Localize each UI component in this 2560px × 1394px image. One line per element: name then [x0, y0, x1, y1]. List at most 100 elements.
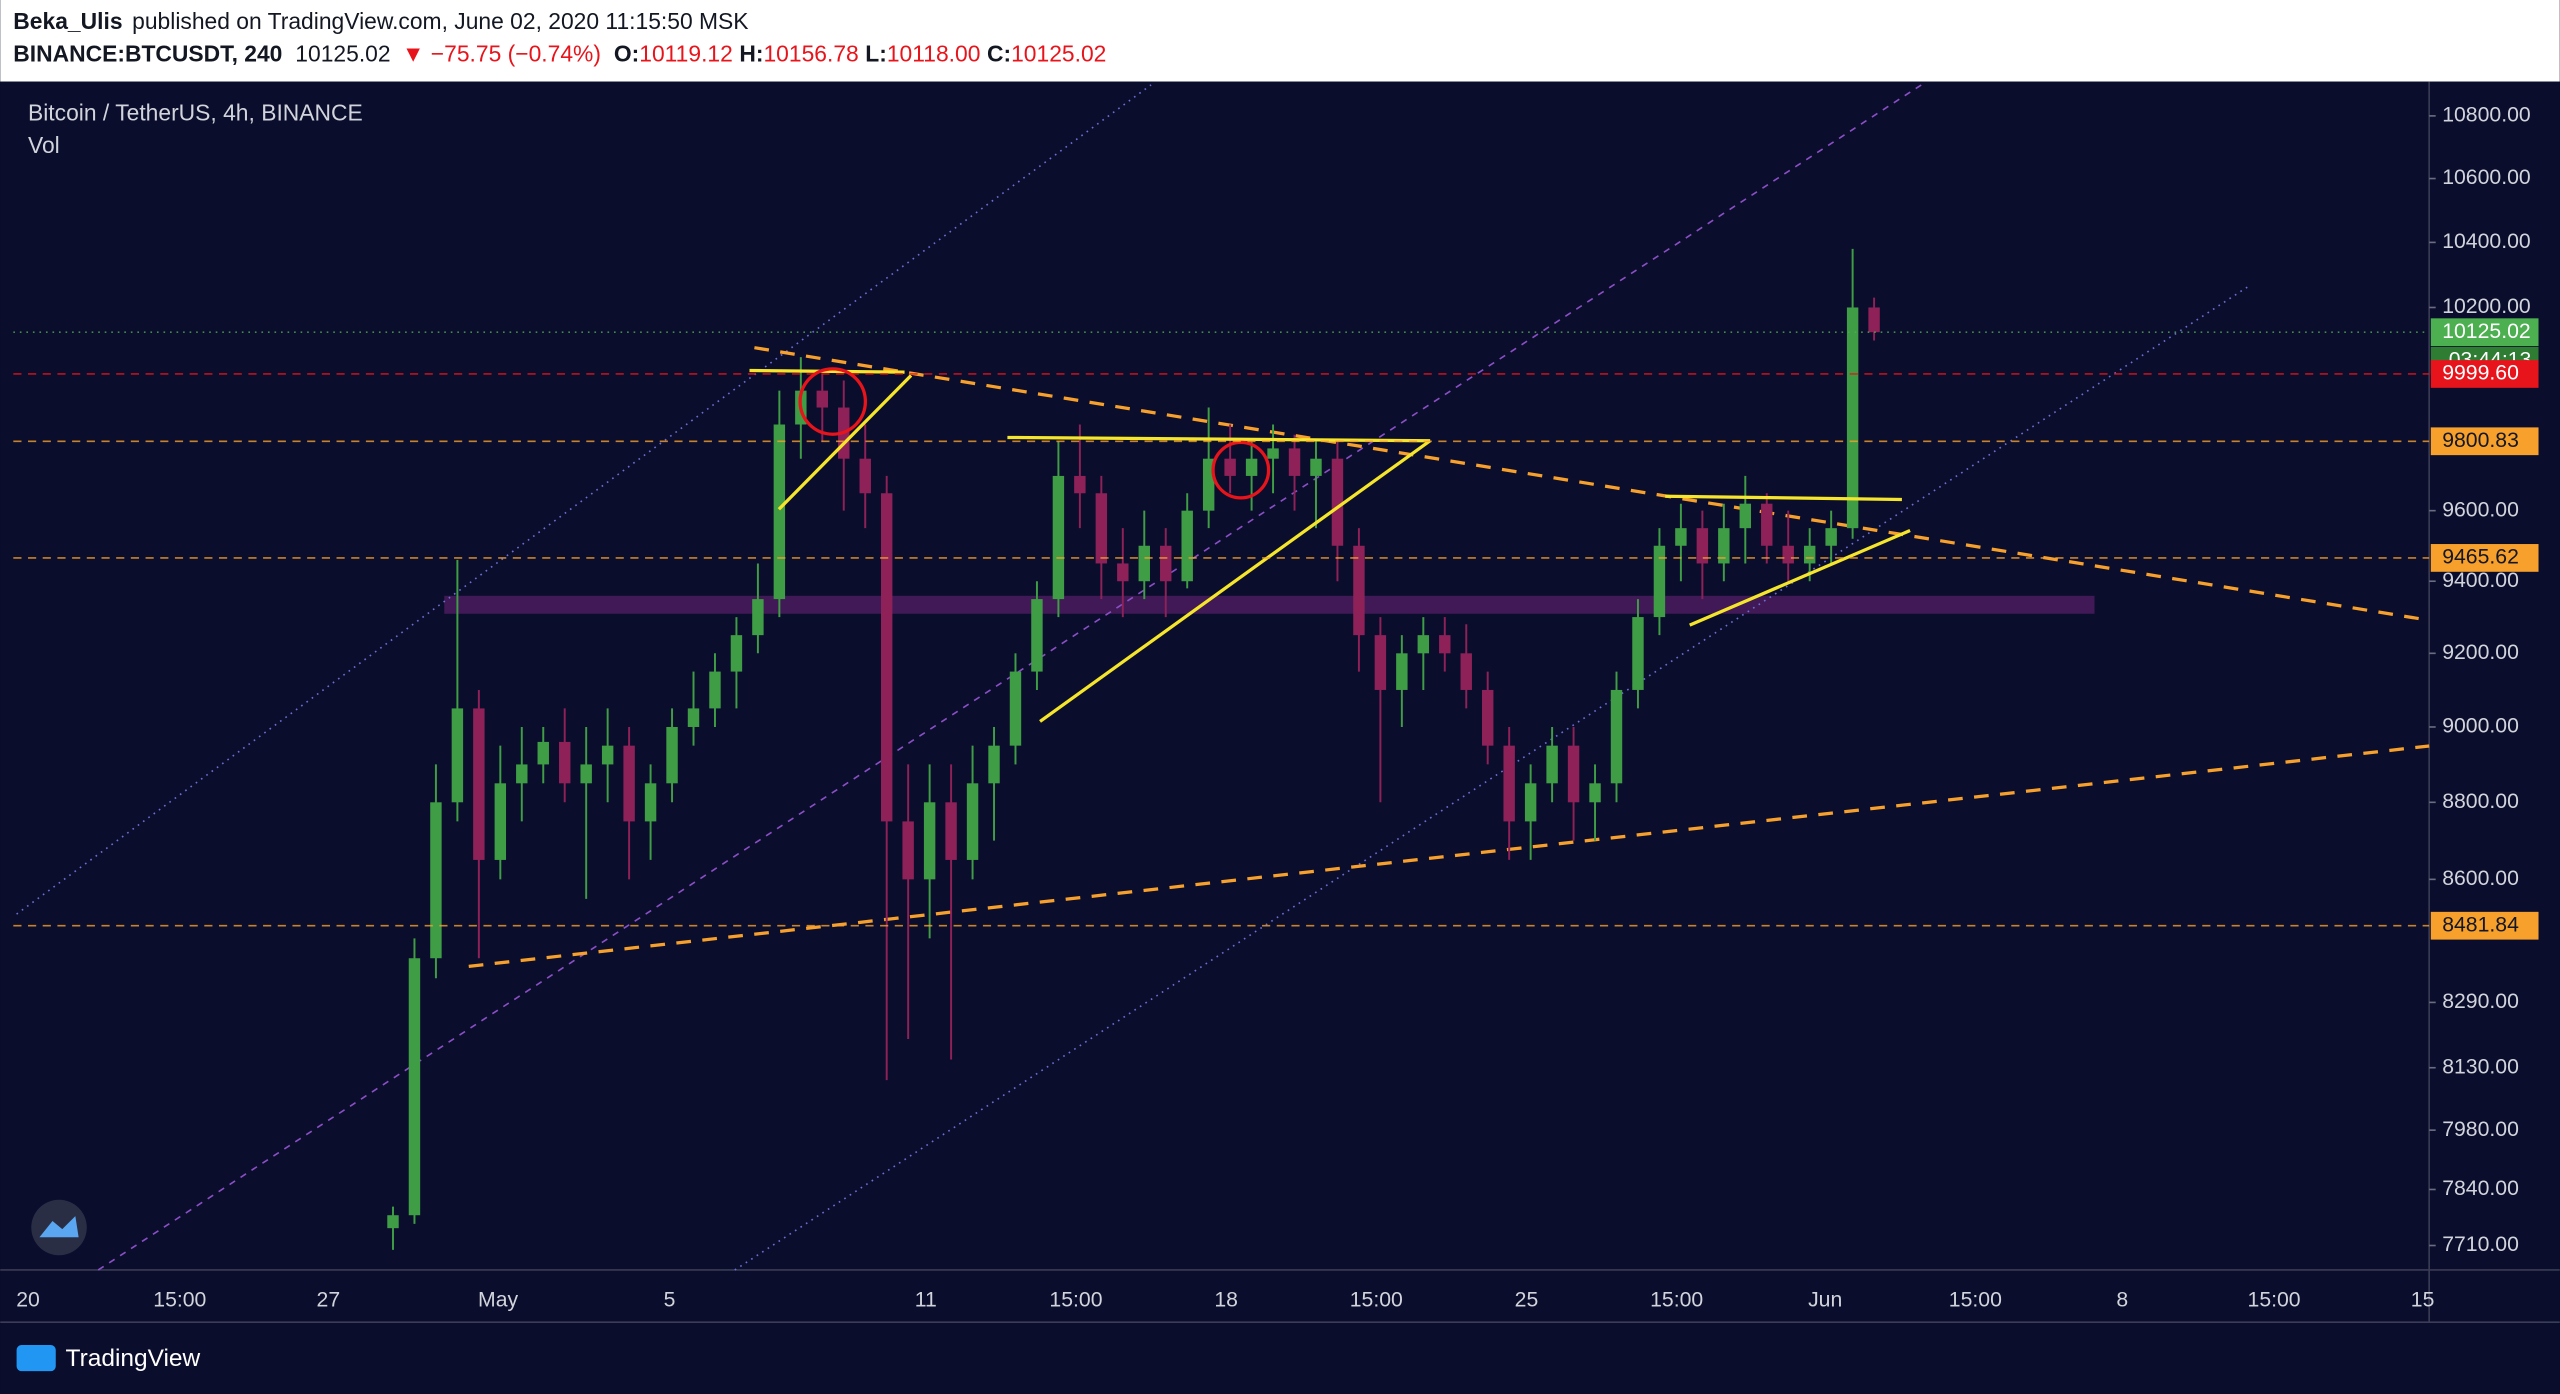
ohlc-key: L:: [865, 41, 887, 67]
candle-body: [923, 802, 936, 880]
channel-line: [734, 284, 2251, 1271]
y-tick-label: 8600.00: [2442, 867, 2519, 890]
candle-body: [494, 783, 507, 860]
trend-line: [754, 346, 2430, 622]
price-tag: [2430, 427, 2539, 456]
x-tick-label: Jun: [1808, 1289, 1842, 1312]
candle-body: [1009, 671, 1022, 746]
change: ▼ −75.75 (−0.74%): [402, 41, 601, 67]
x-tick-label: 15:00: [2248, 1289, 2301, 1312]
y-tick-label: 7840.00: [2442, 1177, 2519, 1200]
candle-body: [1503, 745, 1515, 822]
x-tick-label: 15:00: [153, 1289, 206, 1312]
candle-body: [1825, 528, 1837, 546]
pattern-line: [777, 374, 913, 511]
y-tick-label: 7710.00: [2442, 1233, 2519, 1256]
candle-body: [559, 741, 571, 784]
x-tick-label: 15:00: [1049, 1289, 1102, 1312]
candle-body: [666, 726, 678, 784]
candle-body: [1653, 545, 1666, 618]
candle-body: [709, 671, 721, 709]
price-tag: [2430, 911, 2539, 940]
candle-body: [966, 783, 979, 860]
candle-body: [1460, 653, 1472, 690]
x-tick-label: 15: [2411, 1289, 2435, 1312]
ohlc-value: 10125.02: [1011, 41, 1106, 67]
highlight-circle: [1211, 440, 1271, 500]
candle-body: [537, 741, 549, 765]
y-tick-label: 9400.00: [2442, 569, 2519, 592]
x-tick-label: 5: [664, 1289, 676, 1312]
candle-body: [1310, 458, 1322, 476]
y-tick-label: 10400.00: [2442, 230, 2531, 253]
x-tick-label: 25: [1515, 1289, 1539, 1312]
candle-body: [1524, 783, 1537, 822]
price-tag-label: 8481.84: [2442, 913, 2519, 936]
candle-body: [473, 708, 485, 860]
x-tick-label: 15:00: [1350, 1289, 1403, 1312]
candle-body: [945, 802, 957, 860]
publish-line: Beka_Ulis published on TradingView.com, …: [13, 8, 748, 34]
candle-body: [1546, 745, 1558, 784]
candle-body: [730, 635, 743, 672]
x-tick-label: 15:00: [1650, 1289, 1703, 1312]
candle-body: [773, 424, 786, 600]
chart-bg: [0, 81, 2560, 1394]
pattern-line: [1689, 529, 1911, 627]
candle-body: [988, 745, 1000, 784]
candle-body: [1031, 599, 1043, 672]
last-price: 10125.02: [295, 41, 390, 67]
candle-body: [516, 764, 528, 784]
y-tick-label: 9600.00: [2442, 498, 2519, 521]
candle-body: [1632, 617, 1644, 690]
candle-body: [1117, 563, 1129, 582]
ohlc-value: 10119.12: [639, 41, 733, 67]
candle-body: [1160, 545, 1172, 582]
y-tick-label: 7980.00: [2442, 1118, 2519, 1141]
candle-body: [880, 493, 893, 822]
chart-title: Bitcoin / TetherUS, 4h, BINANCE: [28, 99, 363, 125]
y-tick-label: 8800.00: [2442, 790, 2519, 813]
symbol: BINANCE:BTCUSDT, 240: [13, 41, 282, 67]
candle-body: [1868, 307, 1880, 333]
candle-body: [408, 958, 421, 1216]
y-tick-label: 8130.00: [2442, 1055, 2519, 1078]
candle-body: [1782, 545, 1794, 564]
candle-body: [1331, 458, 1344, 546]
logo-icon: [39, 1216, 79, 1238]
price-tag-label: 9800.83: [2442, 429, 2519, 452]
support-zone: [444, 595, 2095, 614]
candle-body: [1074, 475, 1086, 494]
candle-body: [1181, 510, 1193, 582]
candle-body: [859, 458, 871, 494]
indicator: Vol: [28, 132, 60, 158]
candle-body: [1696, 528, 1709, 564]
candles: [387, 248, 1880, 1250]
pattern-line: [749, 368, 905, 374]
y-tick-label: 10200.00: [2442, 295, 2531, 318]
x-tick-label: 27: [317, 1289, 341, 1312]
candle-body: [1245, 458, 1258, 476]
candle-body: [1589, 783, 1601, 803]
author: Beka_Ulis: [13, 8, 122, 34]
ohlc-key: H:: [739, 41, 763, 67]
price-tag-label: 9999.60: [2442, 362, 2519, 385]
candle-body: [1739, 503, 1752, 529]
ohlc-key: C:: [987, 41, 1011, 67]
candle-body: [430, 802, 442, 959]
price-tag-label: 10125.02: [2442, 320, 2531, 343]
candle-body: [1675, 528, 1687, 546]
candle-body: [1610, 689, 1623, 784]
candle-body: [1439, 635, 1451, 654]
candle-body: [1374, 635, 1387, 690]
y-tick-label: 10800.00: [2442, 103, 2531, 126]
highlight-circle: [798, 367, 868, 436]
candle-body: [1761, 503, 1773, 546]
candle-body: [1417, 635, 1430, 654]
y-tick-label: 9200.00: [2442, 641, 2519, 664]
candle-body: [644, 783, 657, 822]
candle-body: [752, 599, 764, 636]
price-tag: [2430, 544, 2539, 572]
ohlc-key: O:: [614, 41, 639, 67]
